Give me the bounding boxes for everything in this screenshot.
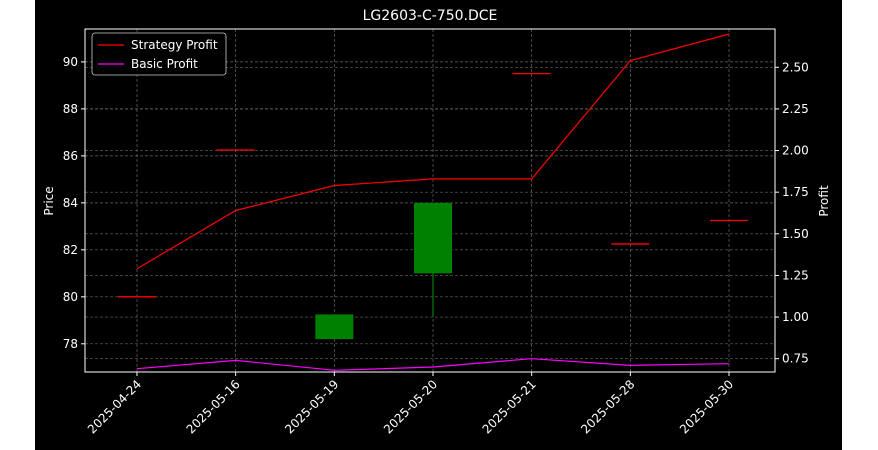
- left-tick-label: 82: [63, 243, 78, 257]
- right-tick-label: 2.00: [782, 144, 809, 158]
- chart-title: LG2603-C-750.DCE: [363, 8, 498, 24]
- right-tick-label: 2.25: [782, 102, 809, 116]
- left-tick-label: 78: [63, 337, 78, 351]
- right-tick-label: 2.50: [782, 60, 809, 74]
- right-tick-label: 1.75: [782, 185, 809, 199]
- left-tick-label: 88: [63, 102, 78, 116]
- x-tick-label: 2025-05-28: [578, 377, 637, 436]
- candle-body: [414, 202, 453, 274]
- x-tick-label: 2025-05-20: [381, 377, 440, 436]
- profit-line: [136, 358, 730, 371]
- right-tick-label: 1.25: [782, 268, 809, 282]
- grid-lines: [85, 29, 775, 372]
- legend-box: [91, 32, 227, 76]
- left-tick-label: 86: [63, 149, 78, 163]
- right-tick-label: 0.75: [782, 352, 809, 366]
- right-axis-label: Profit: [817, 185, 831, 217]
- right-tick-label: 1.50: [782, 227, 809, 241]
- right-tick-label: 1.00: [782, 310, 809, 324]
- x-tick-label: 2025-05-30: [677, 377, 736, 436]
- legend-label: Basic Profit: [131, 57, 198, 71]
- x-tick-label: 2025-05-19: [282, 377, 341, 436]
- profit-lines: [136, 33, 730, 371]
- left-tick-label: 84: [63, 196, 78, 210]
- left-axis-label: Price: [42, 186, 56, 215]
- candles: [118, 72, 749, 340]
- candle-body: [315, 314, 354, 340]
- x-tick-label: 2025-05-21: [480, 377, 539, 436]
- x-tick-label: 2025-05-16: [184, 377, 243, 436]
- chart-canvas: LG2603-C-750.DCE 2025-04-24 2025-05-16 202…: [42, 8, 831, 436]
- plot-frame: [84, 28, 776, 373]
- profit-line: [136, 33, 730, 270]
- x-tick-label: 2025-04-24: [85, 377, 144, 436]
- legend-label: Strategy Profit: [131, 38, 218, 52]
- legend: Strategy Profit Basic Profit: [91, 32, 227, 76]
- left-tick-label: 90: [63, 55, 78, 69]
- chart-figure: LG2603-C-750.DCE 2025-04-24 2025-05-16 202…: [35, 0, 842, 450]
- left-tick-label: 80: [63, 290, 78, 304]
